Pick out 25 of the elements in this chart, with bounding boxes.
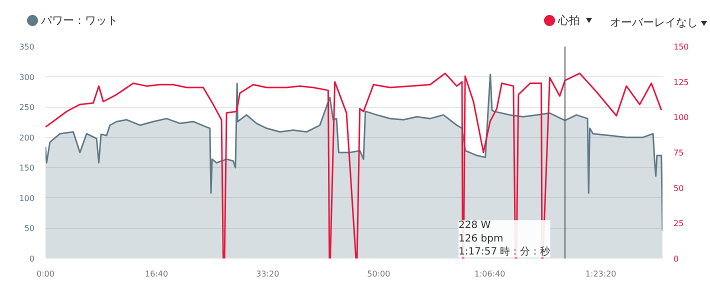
- legend-label: パワー：ワット: [41, 13, 118, 29]
- x-tick-label: 33:20: [256, 270, 280, 278]
- y-tick-label: 50: [24, 224, 35, 234]
- y-tick-label: 150: [19, 164, 35, 173]
- y2-tick-label: 100: [674, 113, 689, 122]
- y2-tick-label: 50: [674, 184, 684, 193]
- y-tick-label: 0: [29, 254, 35, 264]
- x-tick-label: 50:00: [367, 270, 390, 278]
- y2-tick-label: 150: [674, 42, 689, 52]
- y2-tick-label: 75: [674, 148, 684, 158]
- y2-tick-label: 25: [674, 219, 684, 228]
- y-tick-label: 300: [19, 72, 35, 82]
- y-tick-label: 200: [19, 133, 35, 142]
- annotation: 228 W 126 bpm 1:17:57 時：分：秒: [458, 220, 550, 258]
- y-tick-label: 100: [19, 194, 35, 203]
- text: オーバーレイなし: [610, 15, 698, 32]
- x-tick-label: 0:00: [36, 270, 54, 278]
- x-tick-label: 1:06:40: [474, 270, 506, 278]
- legend-label: 心拍: [558, 13, 580, 29]
- y2-tick-label: 125: [674, 78, 689, 87]
- x-tick-label: 16:40: [145, 270, 168, 278]
- x-tick-label: 1:23:20: [585, 270, 616, 278]
- y2-tick-label: 0: [674, 254, 679, 264]
- y-tick-label: 250: [19, 103, 35, 112]
- y-tick-label: 350: [19, 42, 35, 52]
